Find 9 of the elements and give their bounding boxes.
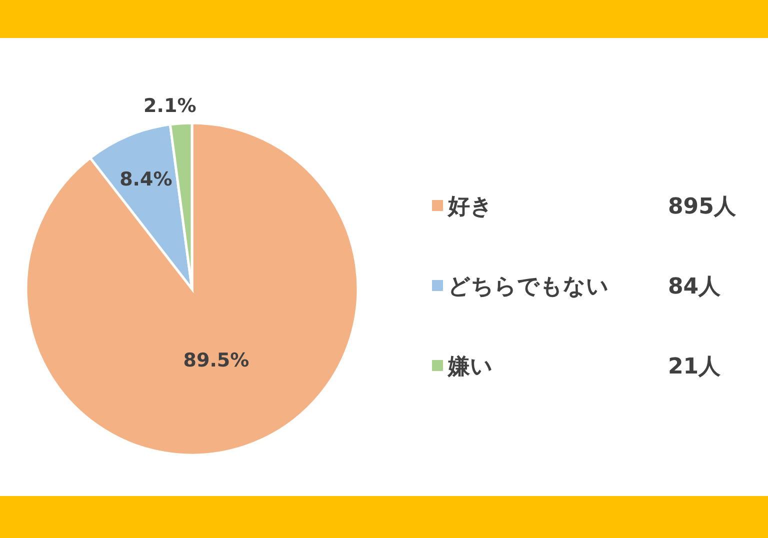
legend-label: 嫌い	[447, 354, 493, 380]
data-label: 8.4%	[120, 168, 172, 190]
legend-label: どちらでもない	[448, 274, 609, 300]
data-label: 89.5%	[183, 349, 250, 372]
text: 21人	[668, 354, 722, 380]
legend-label: 好き	[447, 194, 493, 220]
text: 84人	[668, 274, 722, 300]
data-label: 2.1%	[144, 95, 196, 118]
text: 895人	[668, 194, 737, 220]
